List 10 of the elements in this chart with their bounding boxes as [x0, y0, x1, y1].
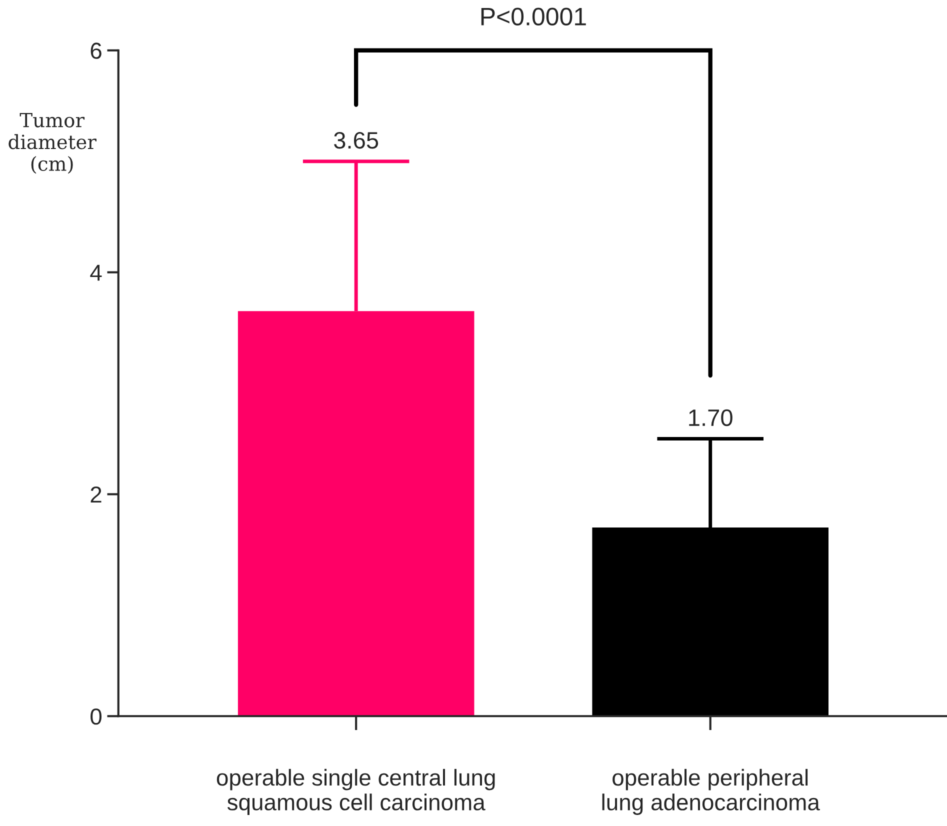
y-tick-label: 2: [90, 486, 102, 503]
text: P<0.0001: [481, 8, 586, 26]
annotation: 1.70: [689, 409, 732, 426]
y-axis-title: Tumor diameter (cm): [8, 113, 96, 174]
x-tick-label: operable single central lung squamous cell carcinoma: [216, 768, 495, 815]
y-tick-label: 6: [90, 42, 102, 59]
annotation: 3.65: [334, 132, 378, 149]
x-tick-label: operable peripheral lung adenocarcinoma: [602, 768, 820, 815]
y-tick-label: 0: [90, 708, 102, 725]
y-tick-label: 4: [90, 264, 102, 281]
